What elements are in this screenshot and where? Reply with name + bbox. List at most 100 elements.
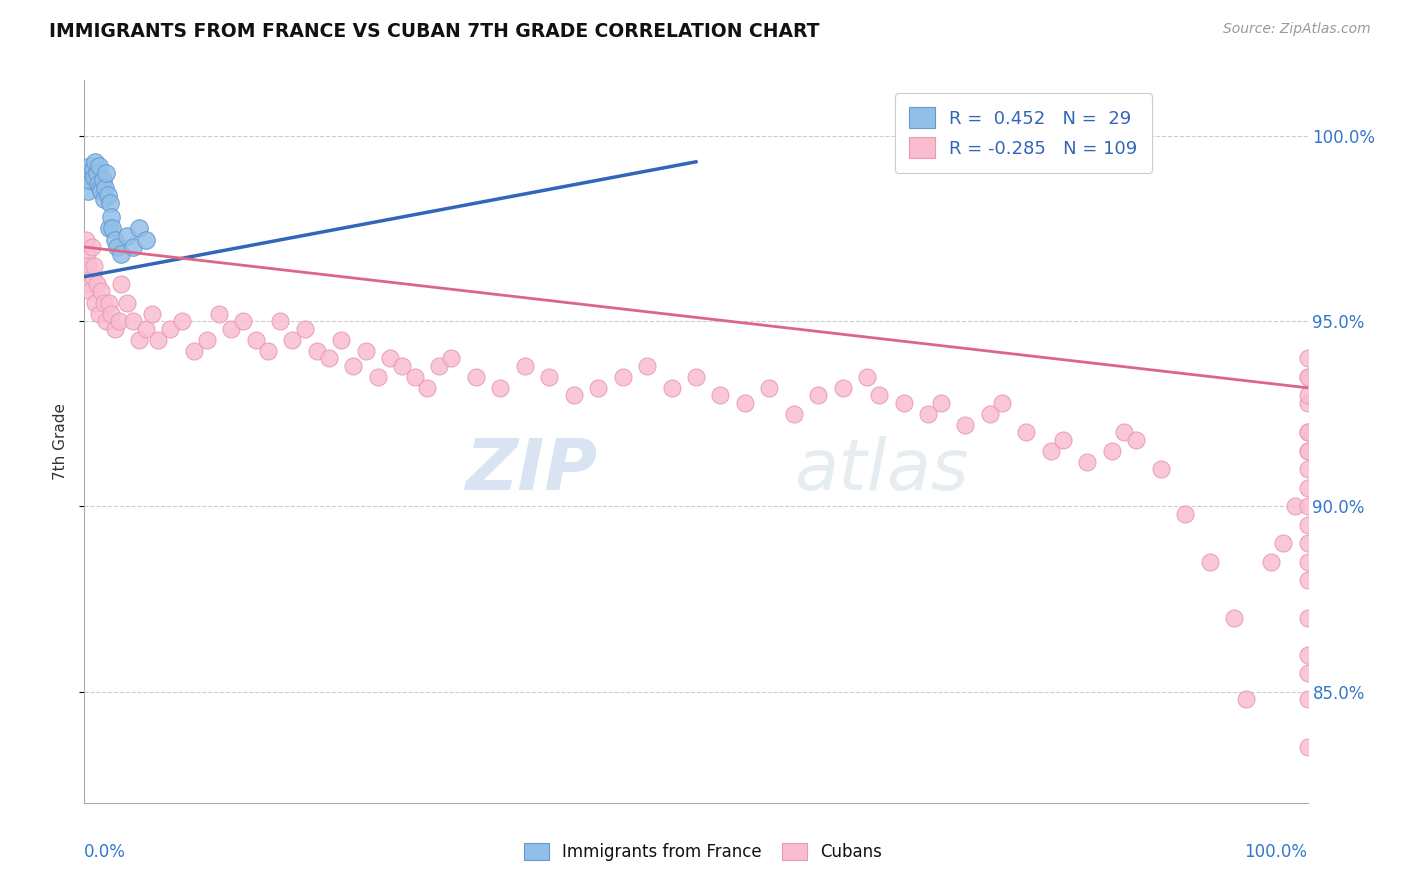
Point (612, 369, 634, 384)
Point (90, 285, 112, 299)
Point (917, 407, 939, 421)
Point (87, 159, 110, 173)
Point (979, 407, 1001, 421)
Point (489, 381, 512, 395)
Point (1174, 507, 1197, 521)
Point (96, 314, 118, 328)
Point (84, 154, 107, 169)
Point (219, 321, 242, 335)
Point (1296, 369, 1319, 384)
Point (1296, 666, 1319, 681)
Point (1296, 388, 1319, 402)
Point (427, 359, 450, 373)
Point (783, 407, 806, 421)
Point (110, 277, 132, 291)
Point (380, 351, 402, 366)
Point (318, 351, 340, 366)
Point (172, 314, 194, 328)
Point (94, 180, 117, 194)
Point (856, 369, 879, 384)
Point (97, 221, 120, 235)
Point (90, 185, 112, 199)
Point (80, 240, 103, 254)
Point (82, 162, 104, 177)
Point (135, 233, 157, 247)
Point (1150, 462, 1173, 476)
Point (159, 321, 181, 335)
Point (89, 180, 111, 194)
Point (77, 185, 100, 199)
Point (1284, 500, 1306, 514)
Point (128, 221, 150, 235)
Point (257, 343, 280, 358)
Point (96, 166, 118, 180)
Point (807, 388, 830, 402)
Point (953, 417, 976, 432)
Point (281, 333, 304, 347)
Point (1296, 425, 1319, 440)
Text: Source: ZipAtlas.com: Source: ZipAtlas.com (1223, 22, 1371, 37)
Point (330, 333, 353, 347)
Point (100, 211, 122, 225)
Point (1296, 610, 1319, 624)
Point (77, 277, 100, 291)
Point (1296, 555, 1319, 569)
Point (991, 395, 1014, 409)
Y-axis label: 7th Grade: 7th Grade (53, 403, 69, 480)
Point (562, 388, 585, 402)
Point (893, 395, 915, 409)
Point (464, 369, 486, 384)
Point (1296, 574, 1319, 588)
Point (76, 247, 98, 261)
Text: ZIP: ZIP (465, 436, 598, 505)
Point (75, 233, 97, 247)
Point (93, 295, 115, 310)
Point (367, 369, 389, 384)
Point (869, 388, 891, 402)
Point (354, 343, 377, 358)
Point (1296, 425, 1319, 440)
Point (929, 395, 952, 409)
Point (83, 169, 105, 184)
Point (1296, 500, 1319, 514)
Point (1223, 610, 1246, 624)
Point (122, 240, 145, 254)
Point (93, 192, 115, 206)
Point (1114, 425, 1136, 440)
Point (1296, 443, 1319, 458)
Point (232, 314, 254, 328)
Point (269, 314, 291, 328)
Point (1236, 692, 1258, 706)
Point (98, 195, 121, 210)
Point (1052, 433, 1074, 447)
Legend: Immigrants from France, Cubans: Immigrants from France, Cubans (517, 836, 889, 868)
Point (1296, 517, 1319, 532)
Point (79, 285, 101, 299)
Text: IMMIGRANTS FROM FRANCE VS CUBAN 7TH GRADE CORRELATION CHART: IMMIGRANTS FROM FRANCE VS CUBAN 7TH GRAD… (49, 22, 820, 41)
Point (305, 343, 328, 358)
Point (91, 173, 114, 187)
Point (391, 359, 413, 373)
Point (115, 295, 138, 310)
Point (76, 166, 98, 180)
Point (1296, 740, 1319, 755)
Text: 100.0%: 100.0% (1244, 843, 1308, 861)
Point (100, 307, 122, 321)
Point (128, 333, 150, 347)
Point (87, 177, 110, 191)
Point (1296, 462, 1319, 476)
Point (1296, 369, 1319, 384)
Point (1296, 692, 1319, 706)
Point (1076, 455, 1098, 469)
Point (1015, 425, 1038, 440)
Point (685, 369, 707, 384)
Point (183, 343, 205, 358)
Point (1198, 555, 1220, 569)
Point (77, 173, 100, 187)
Point (1296, 395, 1319, 409)
Point (1039, 443, 1062, 458)
Point (86, 277, 108, 291)
Point (586, 381, 609, 395)
Point (636, 359, 658, 373)
Point (538, 369, 561, 384)
